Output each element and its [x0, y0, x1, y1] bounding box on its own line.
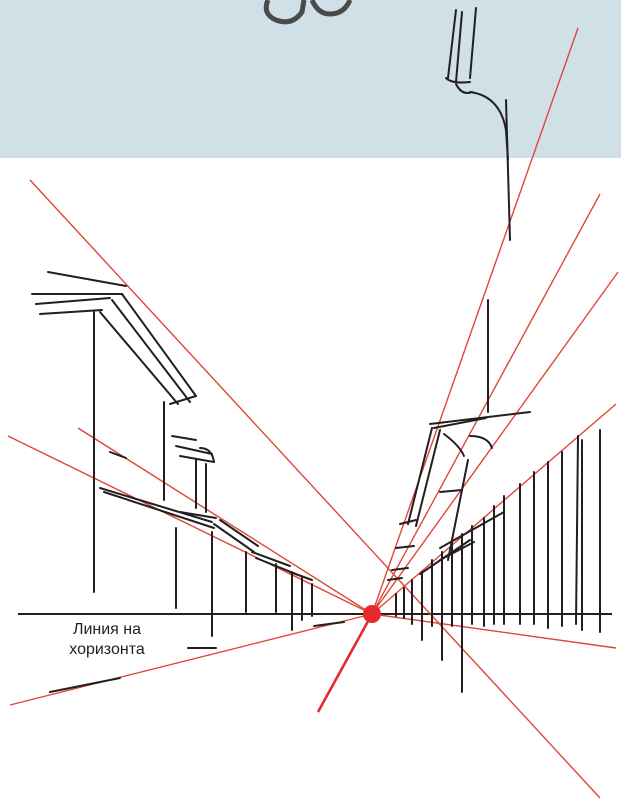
perspective-line	[9, 613, 373, 706]
perspective-line	[7, 435, 373, 615]
perspective-line	[29, 179, 601, 799]
perspective-line	[371, 27, 579, 615]
sky-band	[0, 0, 621, 158]
horizon-label-line-1: Линия на	[72, 621, 142, 638]
perspective-line	[371, 271, 619, 615]
right-buildings	[387, 411, 601, 693]
left-buildings	[31, 271, 345, 693]
heading-fragment	[263, 0, 353, 25]
street-lamp	[445, 7, 511, 413]
horizon-label: Линия на хоризонта	[48, 620, 166, 660]
pointer-arrow	[316, 613, 374, 713]
perspective-line	[371, 193, 601, 615]
horizon-label-line-2: хоризонта	[69, 641, 145, 658]
vanishing-point	[363, 605, 381, 623]
perspective-line	[77, 427, 373, 615]
